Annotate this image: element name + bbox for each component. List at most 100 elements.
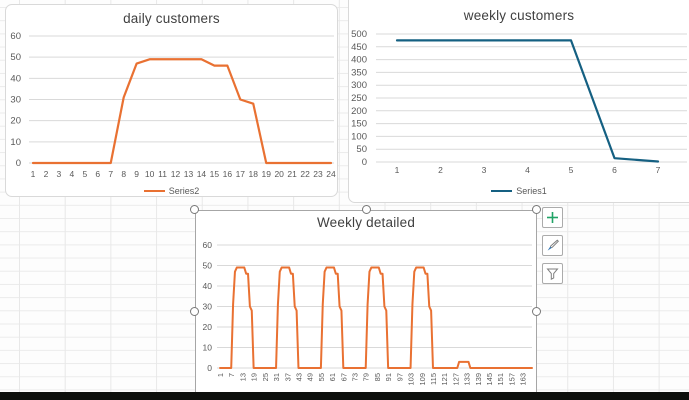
svg-text:0: 0	[16, 158, 21, 169]
svg-text:60: 60	[10, 31, 21, 42]
legend-line-swatch	[491, 189, 513, 193]
svg-text:85: 85	[373, 373, 382, 381]
svg-text:22: 22	[300, 169, 310, 179]
daily-customers-chart[interactable]: daily customers 0 10 20 30 40 50 60 1 2 3 4 5 6 7 8 9 10…	[5, 4, 338, 197]
svg-text:18: 18	[249, 169, 259, 179]
svg-text:50: 50	[203, 261, 213, 271]
svg-text:127: 127	[451, 373, 460, 386]
weekly-customers-chart[interactable]: weekly customers 0 50 100 150 200 250 300 350 40…	[348, 0, 689, 203]
chart-title: Weekly detailed	[316, 215, 416, 230]
daily-customers-legend: Series2	[6, 186, 337, 196]
svg-text:0: 0	[362, 157, 367, 168]
svg-text:400: 400	[351, 55, 367, 66]
svg-text:1: 1	[31, 169, 36, 179]
svg-text:1: 1	[216, 373, 225, 377]
selection-handle-middle-left[interactable]	[190, 307, 199, 316]
svg-text:13: 13	[184, 169, 194, 179]
svg-text:450: 450	[351, 42, 367, 53]
svg-text:6: 6	[612, 165, 617, 175]
svg-text:163: 163	[519, 373, 528, 386]
plus-icon	[547, 212, 558, 223]
svg-text:200: 200	[351, 106, 367, 117]
taskbar	[0, 392, 689, 400]
svg-text:2: 2	[438, 165, 443, 175]
svg-text:23: 23	[313, 169, 323, 179]
svg-text:37: 37	[283, 373, 292, 381]
svg-text:115: 115	[429, 373, 438, 385]
svg-text:300: 300	[351, 80, 367, 91]
svg-text:60: 60	[203, 240, 213, 250]
chart-filters-button[interactable]	[542, 263, 563, 284]
funnel-icon	[546, 268, 559, 280]
svg-text:11: 11	[158, 169, 167, 179]
svg-text:40: 40	[203, 281, 213, 291]
svg-text:150: 150	[351, 119, 367, 130]
svg-text:31: 31	[272, 373, 281, 381]
chart-styles-button[interactable]	[542, 235, 563, 256]
svg-text:5: 5	[82, 169, 87, 179]
svg-text:43: 43	[294, 373, 303, 381]
svg-text:79: 79	[362, 373, 371, 381]
selection-handle-top-middle[interactable]	[362, 205, 371, 214]
svg-text:9: 9	[134, 169, 139, 179]
svg-text:4: 4	[525, 165, 530, 175]
selection-handle-top-right[interactable]	[532, 205, 541, 214]
svg-text:73: 73	[351, 373, 360, 381]
svg-text:30: 30	[203, 302, 213, 312]
svg-text:17: 17	[236, 169, 246, 179]
svg-text:30: 30	[10, 95, 21, 106]
svg-text:109: 109	[418, 373, 427, 386]
svg-text:10: 10	[145, 169, 155, 179]
svg-text:15: 15	[210, 169, 220, 179]
svg-text:6: 6	[95, 169, 100, 179]
svg-text:19: 19	[261, 169, 271, 179]
selection-handle-middle-right[interactable]	[532, 307, 541, 316]
legend-line-swatch	[143, 189, 165, 193]
svg-text:151: 151	[496, 373, 505, 386]
svg-text:21: 21	[287, 169, 297, 179]
svg-text:20: 20	[274, 169, 284, 179]
svg-text:49: 49	[306, 373, 315, 381]
svg-text:8: 8	[121, 169, 126, 179]
svg-text:500: 500	[351, 29, 367, 40]
svg-text:139: 139	[474, 373, 483, 386]
svg-text:20: 20	[203, 322, 213, 332]
svg-text:50: 50	[356, 144, 367, 155]
svg-text:55: 55	[317, 373, 326, 381]
svg-text:7: 7	[227, 373, 236, 377]
svg-text:14: 14	[197, 169, 207, 179]
svg-text:4: 4	[70, 169, 75, 179]
chart-elements-button[interactable]	[542, 207, 563, 228]
svg-text:97: 97	[395, 373, 404, 381]
svg-text:121: 121	[440, 373, 449, 386]
svg-text:16: 16	[223, 169, 233, 179]
weekly-customers-legend: Series1	[349, 186, 689, 196]
svg-text:50: 50	[10, 52, 21, 63]
svg-text:100: 100	[351, 131, 367, 142]
chart-title: daily customers	[123, 11, 220, 26]
svg-text:24: 24	[326, 169, 336, 179]
svg-text:7: 7	[656, 165, 661, 175]
svg-text:103: 103	[407, 373, 416, 386]
svg-text:250: 250	[351, 93, 367, 104]
svg-text:10: 10	[203, 343, 213, 353]
svg-text:7: 7	[108, 169, 113, 179]
svg-text:12: 12	[171, 169, 181, 179]
svg-text:350: 350	[351, 67, 367, 78]
svg-text:2: 2	[44, 169, 49, 179]
selection-handle-top-left[interactable]	[190, 205, 199, 214]
weekly-detailed-chart[interactable]: Weekly detailed 0 10 20 30 40 50 60 1 7 13 19 25 31 3…	[195, 210, 537, 392]
brush-icon	[547, 239, 559, 251]
svg-text:20: 20	[10, 116, 21, 127]
chart-title: weekly customers	[463, 8, 575, 23]
svg-text:91: 91	[384, 373, 393, 381]
svg-text:5: 5	[569, 165, 574, 175]
svg-text:145: 145	[485, 373, 494, 386]
svg-text:25: 25	[261, 373, 270, 381]
svg-text:3: 3	[57, 169, 62, 179]
legend-label: Series1	[516, 186, 547, 196]
weekly-detailed-plot: 0 10 20 30 40 50 60 1 7 13 19 25 31 37 43 49 55 61 67 73 79 8…	[203, 240, 533, 386]
legend-label: Series2	[168, 186, 200, 196]
